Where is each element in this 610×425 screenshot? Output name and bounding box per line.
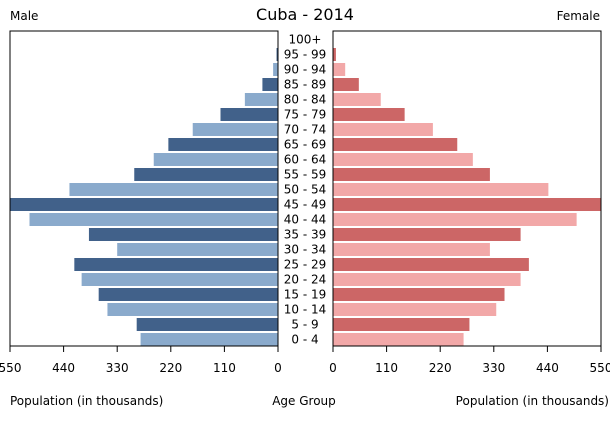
age-group-label: 10 - 14: [284, 303, 327, 317]
age-group-label: 60 - 64: [284, 153, 327, 167]
male-tick-label: 0: [274, 361, 282, 375]
male-bar: [29, 213, 279, 226]
female-bar: [333, 243, 490, 256]
female-bar: [333, 333, 464, 346]
age-group-label: 100+: [289, 33, 322, 47]
male-bar: [74, 258, 278, 271]
male-tick-label: 220: [159, 361, 182, 375]
female-bar: [333, 273, 521, 286]
female-tick-label: 440: [536, 361, 559, 375]
female-bar: [333, 78, 359, 91]
male-bar: [134, 168, 278, 181]
female-x-axis: 0 110 220 330 440 550: [329, 346, 610, 375]
male-bar: [69, 183, 279, 196]
age-group-label: 50 - 54: [284, 183, 327, 197]
male-tick-label: 440: [52, 361, 75, 375]
female-bar: [333, 318, 470, 331]
male-bar: [10, 198, 278, 211]
age-group-label: 30 - 34: [284, 243, 327, 257]
age-group-label: 25 - 29: [284, 258, 327, 272]
age-group-label: 70 - 74: [284, 123, 327, 137]
female-bar: [333, 303, 497, 316]
female-tick-label: 110: [375, 361, 398, 375]
female-bar: [333, 213, 577, 226]
age-group-label: 55 - 59: [284, 168, 327, 182]
male-x-axis: 0 110 220 330 440 550: [0, 346, 282, 375]
female-bars: [333, 33, 601, 346]
age-group-label: 45 - 49: [284, 198, 327, 212]
age-group-label: 0 - 4: [291, 333, 318, 347]
male-bar: [107, 303, 278, 316]
age-group-label: 15 - 19: [284, 288, 327, 302]
female-tick-label: 220: [429, 361, 452, 375]
female-tick-label: 0: [329, 361, 337, 375]
male-bar: [244, 93, 278, 106]
female-bar: [333, 48, 336, 61]
female-bar: [333, 168, 490, 181]
age-group-label: 40 - 44: [284, 213, 327, 227]
male-tick-label: 330: [106, 361, 129, 375]
x-axis-label-right: Population (in thousands): [456, 394, 609, 408]
male-bar: [220, 108, 278, 121]
age-group-label: 65 - 69: [284, 138, 327, 152]
female-bar: [333, 153, 473, 166]
female-bar: [333, 93, 381, 106]
male-tick-label: 550: [0, 361, 21, 375]
age-group-label: 80 - 84: [284, 93, 327, 107]
age-group-label: 85 - 89: [284, 78, 327, 92]
female-bar: [333, 183, 549, 196]
female-bar: [333, 123, 433, 136]
male-bar: [153, 153, 278, 166]
age-group-label: 95 - 99: [284, 48, 327, 62]
male-label: Male: [10, 9, 38, 23]
female-bar: [333, 198, 601, 211]
male-bar: [88, 228, 279, 241]
female-plot-frame: [332, 30, 602, 347]
age-group-label: 90 - 94: [284, 63, 327, 77]
female-bar: [333, 138, 458, 151]
male-bar: [140, 333, 278, 346]
male-bar: [276, 48, 278, 61]
male-bar: [262, 78, 278, 91]
female-bar: [333, 108, 405, 121]
female-bar: [333, 228, 521, 241]
female-label: Female: [557, 9, 600, 23]
male-bar: [192, 123, 278, 136]
age-group-label: 75 - 79: [284, 108, 327, 122]
male-bar: [81, 273, 278, 286]
age-group-label: 20 - 24: [284, 273, 327, 287]
female-tick-label: 330: [482, 361, 505, 375]
x-axis-label-center: Age Group: [272, 394, 336, 408]
female-tick-label: 550: [590, 361, 610, 375]
male-bar: [273, 63, 278, 76]
male-bar: [168, 138, 278, 151]
female-bar: [333, 63, 346, 76]
male-bar: [136, 318, 278, 331]
male-bar: [117, 243, 278, 256]
male-bars: [10, 33, 279, 346]
male-tick-label: 110: [213, 361, 236, 375]
chart-title: Cuba - 2014: [256, 5, 354, 24]
male-plot-frame: [9, 30, 279, 347]
female-bar: [333, 258, 529, 271]
female-bar: [333, 288, 505, 301]
age-group-label: 5 - 9: [291, 318, 318, 332]
age-group-label: 35 - 39: [284, 228, 327, 242]
male-bar: [98, 288, 278, 301]
x-axis-label-left: Population (in thousands): [10, 394, 163, 408]
